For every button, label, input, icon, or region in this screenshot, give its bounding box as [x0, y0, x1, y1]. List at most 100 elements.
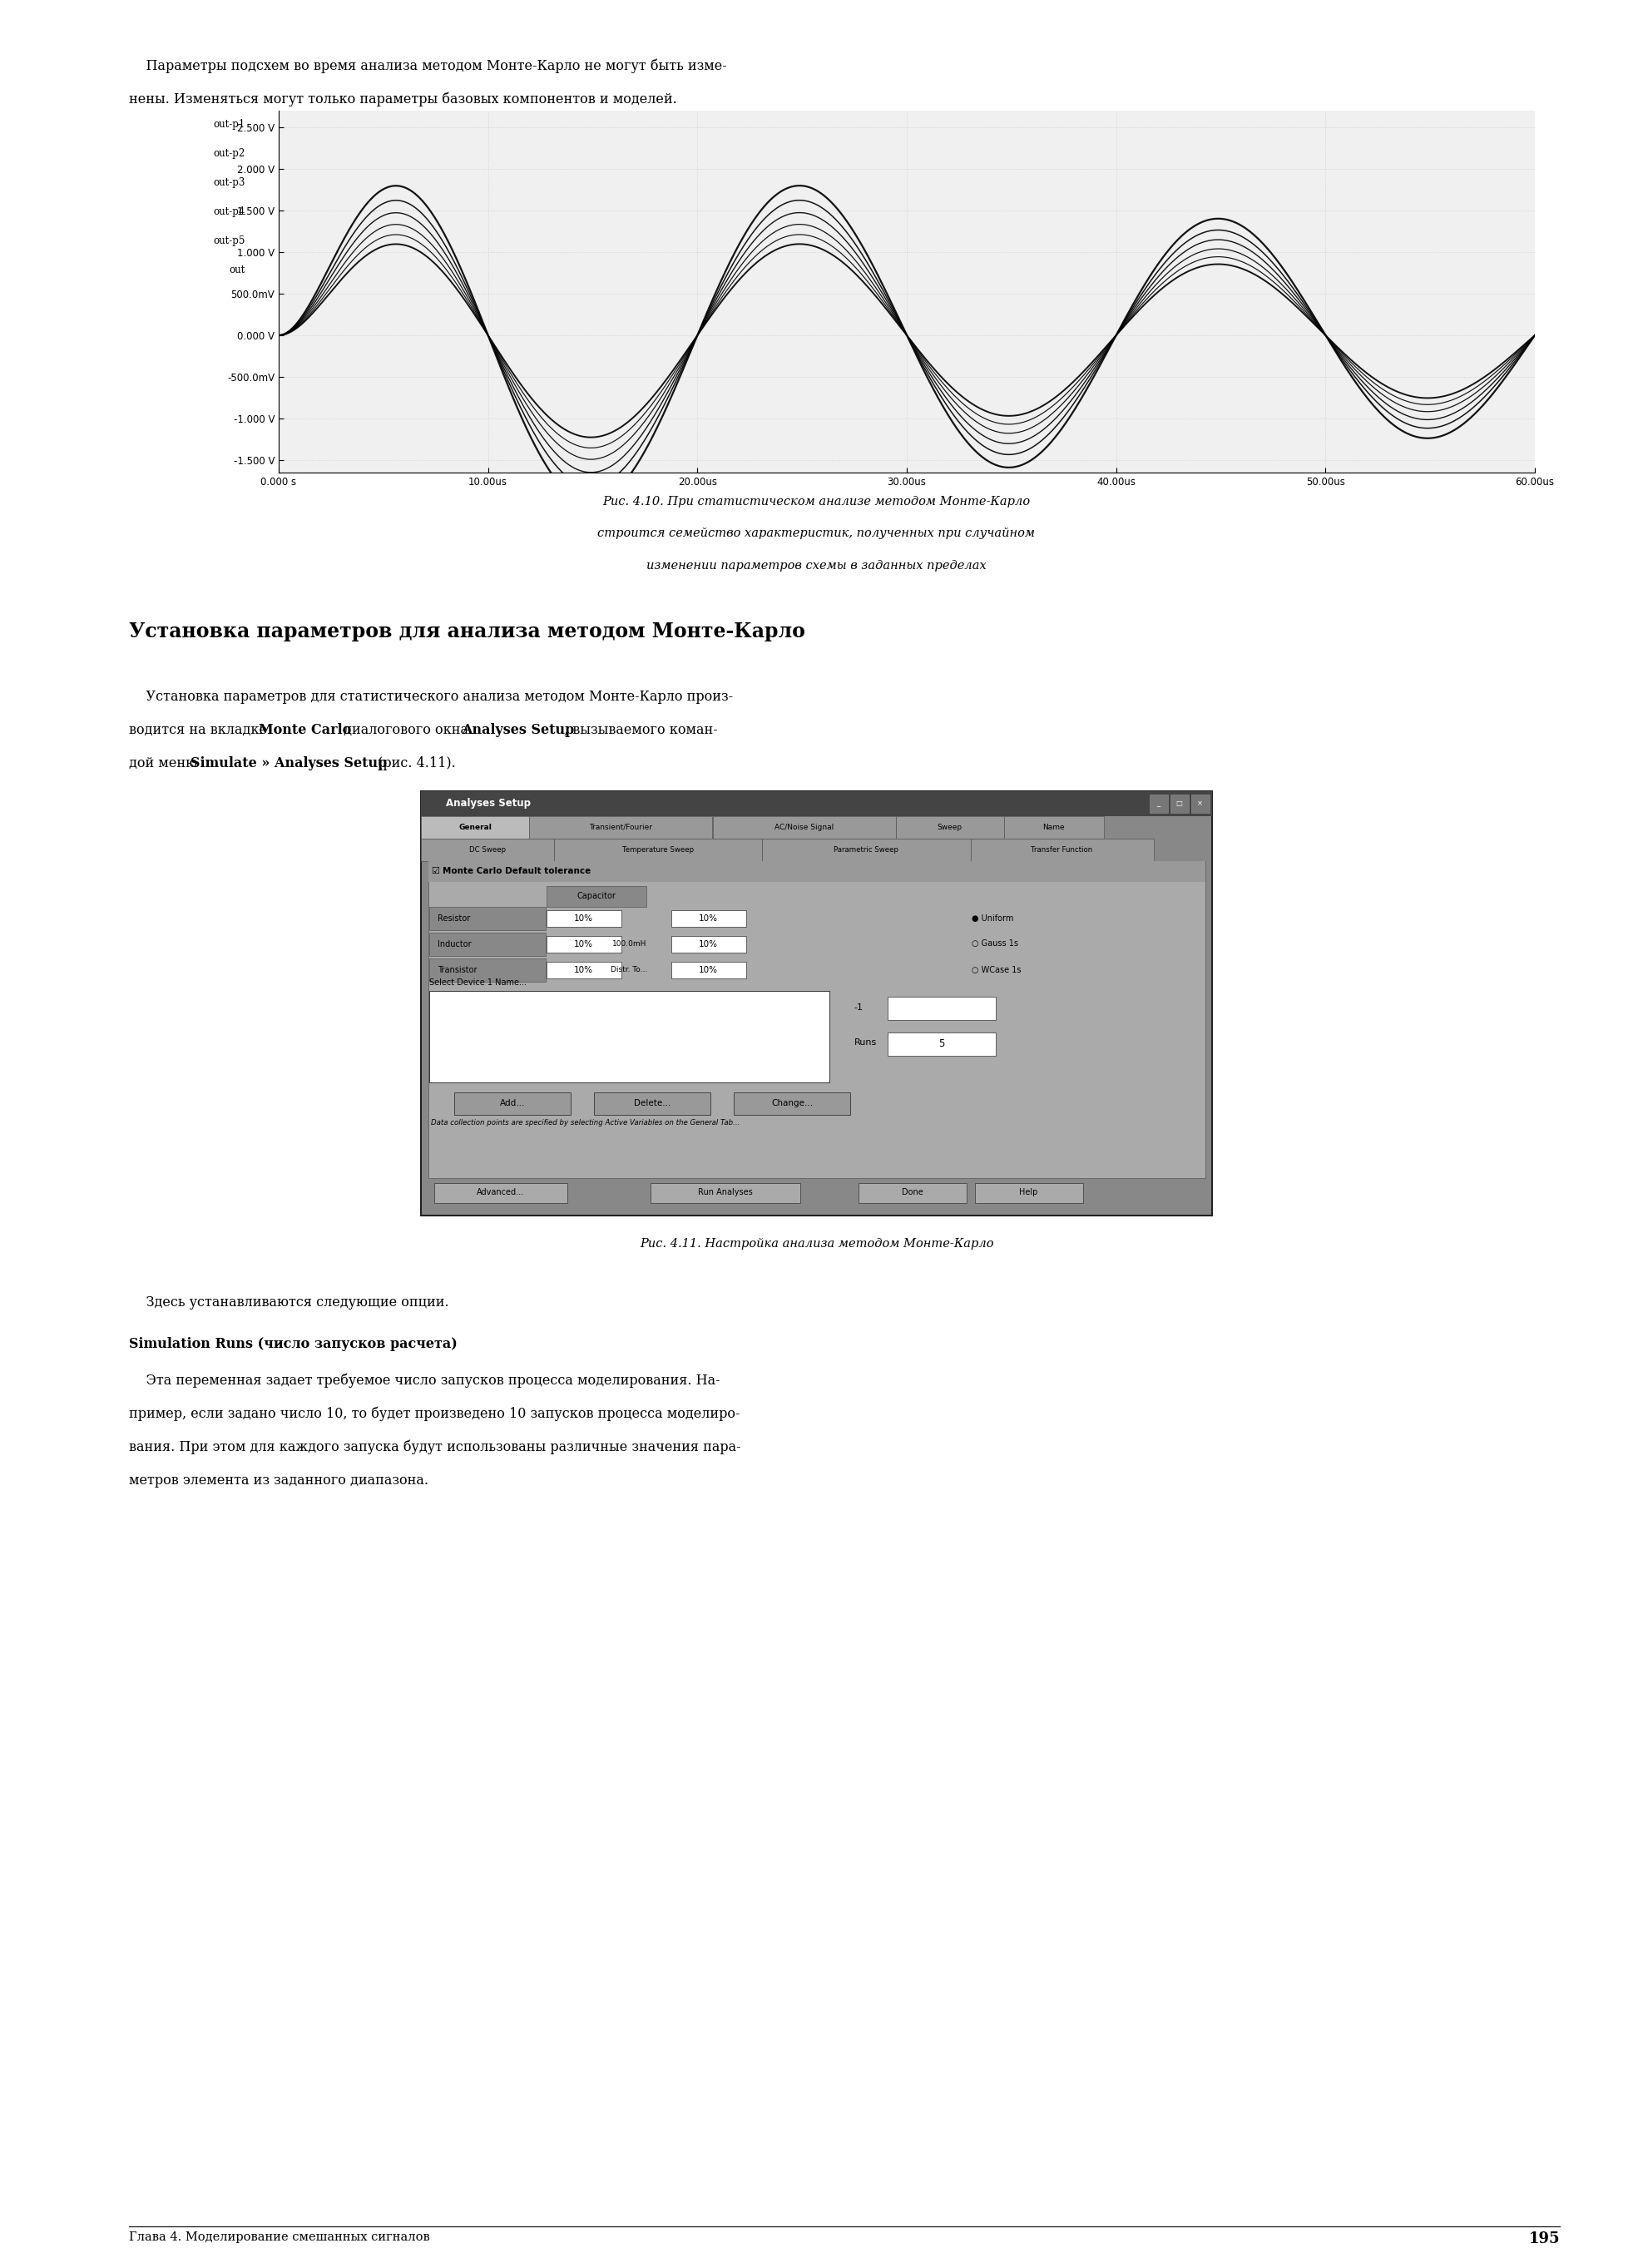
Text: нены. Изменяться могут только параметры базовых компонентов и моделей.: нены. Изменяться могут только параметры … [129, 93, 678, 107]
Text: Analyses Setup: Analyses Setup [462, 723, 575, 737]
Text: Run Analyses: Run Analyses [697, 1188, 753, 1198]
Text: Advanced...: Advanced... [477, 1188, 524, 1198]
Bar [429, 907, 545, 930]
Bar [1150, 794, 1168, 812]
Bar [1190, 794, 1208, 812]
Text: строится семейство характеристик, полученных при случайном: строится семейство характеристик, получе… [598, 528, 1035, 540]
Bar [594, 1091, 710, 1114]
Bar [895, 816, 1004, 839]
Text: 10%: 10% [575, 966, 593, 973]
Text: Name: Name [1042, 823, 1065, 830]
Text: дой меню: дой меню [129, 755, 201, 771]
Text: Transistor: Transistor [438, 966, 477, 973]
Bar [671, 909, 746, 925]
Bar [434, 1182, 567, 1202]
Text: Change...: Change... [771, 1100, 813, 1107]
Text: Эта переменная задает требуемое число запусков процесса моделирования. На-: Эта переменная задает требуемое число за… [129, 1372, 720, 1388]
Text: 10%: 10% [575, 914, 593, 923]
Text: вания. При этом для каждого запуска будут использованы различные значения пара-: вания. При этом для каждого запуска буду… [129, 1440, 741, 1454]
Text: (рис. 4.11).: (рис. 4.11). [374, 755, 456, 771]
Text: 100.0mH: 100.0mH [612, 941, 647, 948]
Text: Runs: Runs [854, 1039, 877, 1046]
Text: out-p3: out-p3 [214, 177, 245, 188]
Bar [970, 839, 1153, 860]
Bar [429, 932, 545, 955]
Text: Установка параметров для анализа методом Монте-Карло: Установка параметров для анализа методом… [129, 621, 805, 642]
Text: Select Device 1 Name...: Select Device 1 Name... [429, 978, 527, 987]
Text: DC Sweep: DC Sweep [470, 846, 506, 853]
Bar [545, 937, 621, 953]
Text: Transient/Fourier: Transient/Fourier [590, 823, 653, 830]
Text: out-p2: out-p2 [214, 147, 245, 159]
Bar [421, 816, 529, 839]
Bar [735, 1091, 851, 1114]
Text: Transfer Function: Transfer Function [1030, 846, 1092, 853]
Text: Sweep: Sweep [937, 823, 962, 830]
Bar [887, 996, 996, 1021]
Text: Done: Done [901, 1188, 923, 1198]
Text: out-p5: out-p5 [214, 236, 245, 247]
Text: Здесь устанавливаются следующие опции.: Здесь устанавливаются следующие опции. [129, 1295, 449, 1309]
Bar [545, 885, 647, 907]
Bar [421, 792, 1212, 1216]
Bar [1004, 816, 1104, 839]
Text: Параметры подсхем во время анализа методом Монте-Карло не могут быть изме-: Параметры подсхем во время анализа метод… [129, 59, 727, 73]
Bar [887, 1032, 996, 1055]
Text: Simulate » Analyses Setup: Simulate » Analyses Setup [191, 755, 387, 771]
Bar [650, 1182, 800, 1202]
Bar [545, 962, 621, 978]
Text: _: _ [1156, 801, 1159, 807]
Bar [671, 937, 746, 953]
Text: General: General [459, 823, 492, 830]
Text: Delete...: Delete... [634, 1100, 671, 1107]
Text: Inductor: Inductor [438, 939, 472, 948]
Text: 10%: 10% [575, 939, 593, 948]
Bar [454, 1091, 572, 1114]
Text: Рис. 4.11. Настройка анализа методом Монте-Карло: Рис. 4.11. Настройка анализа методом Мон… [640, 1238, 993, 1250]
Bar [555, 839, 763, 860]
Bar [428, 1179, 1205, 1207]
Bar [429, 991, 830, 1082]
Bar [857, 1182, 967, 1202]
Text: Distr. To...: Distr. To... [611, 966, 648, 973]
Text: Рис. 4.10. При статистическом анализе методом Монте-Карло: Рис. 4.10. При статистическом анализе ме… [603, 497, 1030, 508]
Text: ☑: ☑ [431, 866, 439, 875]
Text: Resistor: Resistor [438, 914, 470, 923]
Text: Установка параметров для статистического анализа методом Монте-Карло произ-: Установка параметров для статистического… [129, 689, 733, 703]
Bar [421, 792, 1212, 816]
Text: Глава 4. Моделирование смешанных сигналов: Глава 4. Моделирование смешанных сигнало… [129, 2232, 429, 2243]
Text: 10%: 10% [699, 966, 719, 973]
Bar [421, 839, 555, 860]
Bar [429, 957, 545, 982]
Text: Monte Carlo: Monte Carlo [258, 723, 351, 737]
Text: 5: 5 [939, 1039, 944, 1050]
Bar [1171, 794, 1189, 812]
Text: out-p1: out-p1 [214, 118, 245, 129]
Text: Analyses Setup: Analyses Setup [446, 798, 531, 810]
Bar [428, 860, 1205, 1177]
Text: AC/Noise Signal: AC/Noise Signal [774, 823, 834, 830]
Text: ○ WCase 1s: ○ WCase 1s [972, 966, 1021, 973]
Bar [712, 816, 895, 839]
Text: 195: 195 [1528, 2232, 1560, 2245]
Bar [671, 962, 746, 978]
Bar [529, 816, 712, 839]
Text: Simulation Runs (число запусков расчета): Simulation Runs (число запусков расчета) [129, 1336, 457, 1352]
Text: пример, если задано число 10, то будет произведено 10 запусков процесса моделиро: пример, если задано число 10, то будет п… [129, 1406, 740, 1422]
Bar [428, 860, 1205, 882]
Text: метров элемента из заданного диапазона.: метров элемента из заданного диапазона. [129, 1472, 428, 1488]
Text: ● Uniform: ● Uniform [972, 914, 1012, 923]
Text: диалогового окна: диалогового окна [340, 723, 472, 737]
Bar [975, 1182, 1083, 1202]
Text: Parametric Sweep: Parametric Sweep [834, 846, 898, 853]
Text: out-p4: out-p4 [214, 206, 245, 218]
Text: 10%: 10% [699, 914, 719, 923]
Text: водится на вкладке: водится на вкладке [129, 723, 271, 737]
Text: Data collection points are specified by selecting Active Variables on the Genera: Data collection points are specified by … [431, 1120, 740, 1127]
Text: ×: × [1197, 801, 1204, 807]
Text: -1: -1 [854, 1002, 864, 1012]
Text: Temperature Sweep: Temperature Sweep [622, 846, 694, 853]
Text: Help: Help [1019, 1188, 1039, 1198]
Text: Capacitor: Capacitor [576, 891, 616, 900]
Bar [545, 909, 621, 925]
